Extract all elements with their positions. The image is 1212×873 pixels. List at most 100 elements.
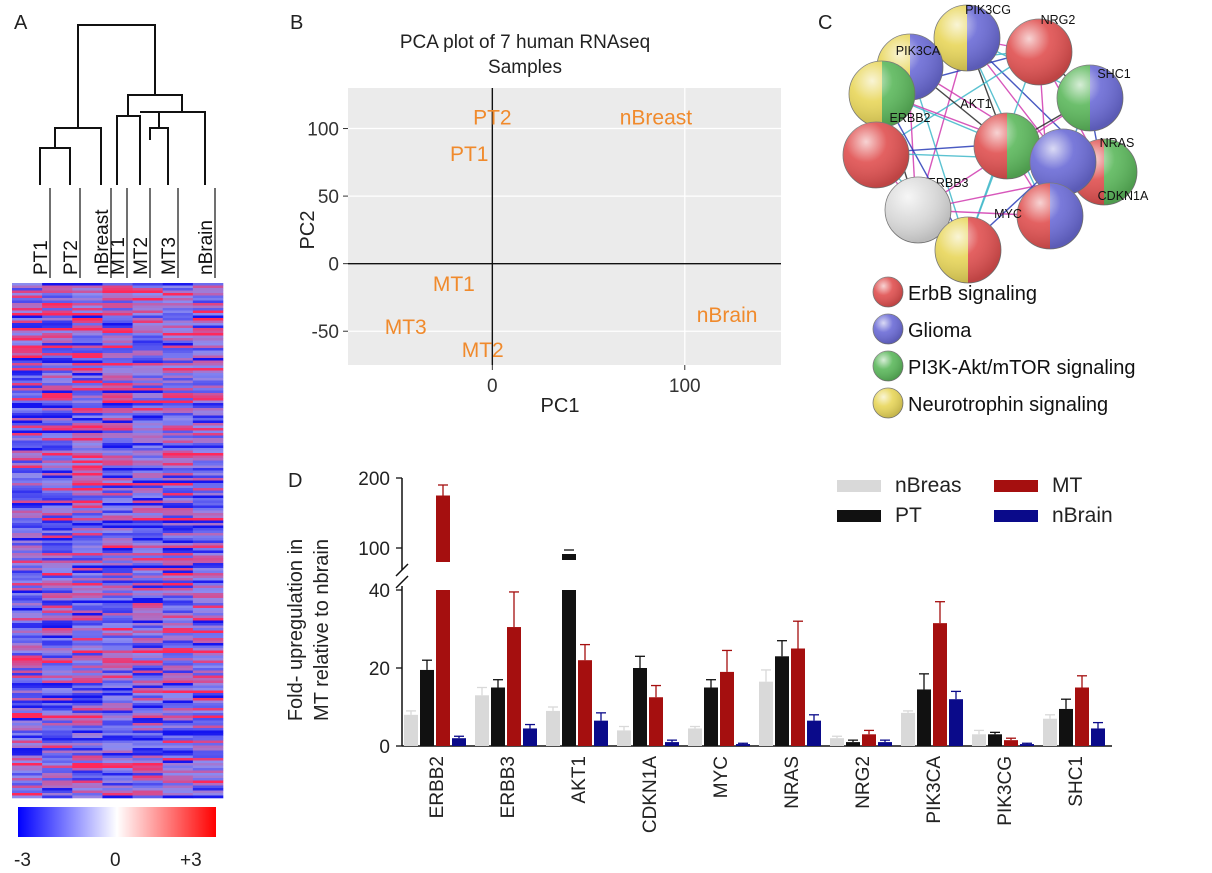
heatmap-cell (72, 715, 103, 719)
heatmap-cell (72, 655, 103, 659)
heatmap-cell (42, 590, 73, 594)
heatmap-cell (12, 298, 43, 301)
heatmap-cell (72, 308, 103, 311)
heatmap-cell (72, 640, 103, 644)
heatmap-cell (12, 685, 43, 689)
bar-category-label: MYC (711, 756, 732, 798)
heatmap-cell (12, 693, 43, 696)
heatmap-cell (12, 713, 43, 716)
heatmap-cell (192, 500, 224, 504)
heatmap-cell (132, 560, 164, 564)
heatmap-cell (42, 785, 73, 789)
network-node[interactable]: NRG2 (1005, 13, 1075, 86)
heatmap-cell (42, 378, 73, 381)
legend-label: Glioma (908, 320, 972, 342)
heatmap-cell (102, 635, 133, 639)
heatmap-cell (102, 650, 133, 654)
heatmap-cell (42, 735, 73, 739)
heatmap-cell (132, 505, 164, 509)
heatmap-cell (192, 305, 224, 309)
heatmap-cell (42, 598, 73, 601)
heatmap-cell (132, 520, 164, 524)
heatmap-cell (192, 723, 224, 726)
heatmap-cell (162, 310, 194, 314)
heatmap-cell (102, 310, 133, 314)
network-node[interactable]: ERBB2 (848, 60, 931, 128)
string-network: PIK3CGNRG2PIK3CASHC1AKT1ERBB2NRASCDKN1AE… (842, 3, 1149, 419)
network-node[interactable]: ERBB3 (842, 121, 969, 190)
network-node[interactable]: SHC1 (1056, 64, 1131, 132)
heatmap-cell (102, 513, 133, 516)
heatmap-cell (102, 578, 133, 581)
heatmap-cell (12, 513, 43, 516)
heatmap-cell (132, 335, 164, 339)
heatmap-cell (192, 553, 224, 556)
heatmap-cell (162, 535, 194, 539)
sample-label: nBrain (196, 220, 217, 275)
heatmap-cell (132, 678, 164, 681)
heatmap-cell (132, 668, 164, 671)
heatmap-cell (72, 500, 103, 504)
heatmap-cell (192, 460, 224, 464)
bar (720, 671, 734, 746)
heatmap-cell (12, 593, 43, 596)
heatmap-cell (102, 350, 133, 354)
heatmap-cell (42, 743, 73, 746)
heatmap-cell (12, 545, 43, 549)
heatmap-cell (162, 338, 194, 341)
heatmap-cell (102, 780, 133, 784)
heatmap-cell (72, 305, 103, 309)
network-node[interactable] (934, 216, 1002, 284)
heatmap-cell (72, 475, 103, 479)
network-node[interactable]: PIK3CG (933, 3, 1011, 72)
heatmap-cell (12, 748, 43, 751)
panel-letter-c: C (818, 12, 833, 34)
heatmap-cell (12, 520, 43, 524)
heatmap-cell (72, 663, 103, 666)
heatmap-cell (192, 505, 224, 509)
heatmap-cell (12, 373, 43, 376)
heatmap-cell (102, 720, 133, 724)
heatmap-cell (12, 738, 43, 741)
pca-point-label: MT3 (385, 316, 427, 339)
heatmap-cell (192, 320, 224, 324)
heatmap-cell (192, 663, 224, 666)
heatmap-cell (42, 773, 73, 776)
heatmap-cell (132, 778, 164, 781)
heatmap-cell (132, 288, 164, 291)
network-node[interactable]: AKT1 (960, 97, 1041, 180)
pca-point-label: MT1 (433, 273, 475, 296)
bar (1004, 740, 1018, 746)
heatmap-cell (192, 745, 224, 749)
heatmap-cell (102, 490, 133, 494)
heatmap-cell (162, 323, 194, 326)
heatmap-cell (42, 363, 73, 366)
heatmap-cell (102, 568, 133, 571)
heatmap-cell (42, 398, 73, 401)
heatmap-cell (162, 368, 194, 371)
heatmap-cell (132, 378, 164, 381)
network-node[interactable]: MYC (994, 182, 1084, 250)
heatmap-cell (162, 488, 194, 491)
network-node[interactable] (884, 176, 952, 244)
heatmap-cell (42, 720, 73, 724)
heatmap-cell (192, 478, 224, 481)
heatmap-cell (42, 400, 73, 404)
network-node[interactable]: CDKN1A (1029, 128, 1149, 203)
heatmap-cell (102, 748, 133, 751)
heatmap-cell (132, 478, 164, 481)
heatmap-cell (102, 740, 133, 744)
heatmap-cell (42, 415, 73, 419)
heatmap-cell (132, 658, 164, 661)
heatmap-cell (132, 305, 164, 309)
heatmap-cell (162, 610, 194, 614)
heatmap-cell (162, 393, 194, 396)
heatmap-cell (72, 575, 103, 579)
heatmap-cell (42, 330, 73, 334)
heatmap-cell (192, 385, 224, 389)
bar (404, 714, 418, 746)
heatmap-cell (12, 540, 43, 544)
heatmap-cell (132, 573, 164, 576)
heatmap-cell (162, 438, 194, 441)
